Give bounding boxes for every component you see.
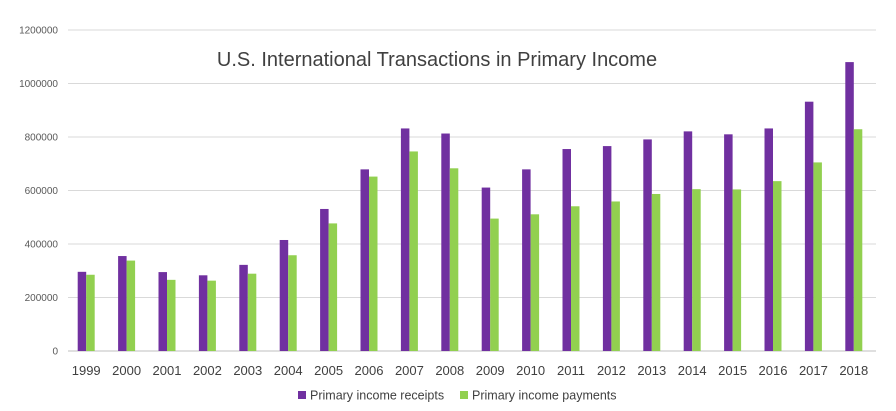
bar-payments-2018 xyxy=(853,129,863,351)
bar-receipts-2012 xyxy=(602,146,612,351)
bar-payments-2014 xyxy=(692,189,701,351)
bar-payments-2002 xyxy=(207,280,216,351)
bar-payments-2001 xyxy=(167,279,176,351)
bar-payments-2000 xyxy=(126,260,136,351)
legend-swatch xyxy=(298,391,306,399)
x-tick-label: 2009 xyxy=(476,363,505,378)
x-tick-label: 2012 xyxy=(597,363,626,378)
bar-receipts-2015 xyxy=(724,134,733,351)
x-tick-label: 2013 xyxy=(637,363,666,378)
x-tick-label: 2011 xyxy=(557,363,585,378)
bar-payments-2016 xyxy=(773,181,782,351)
bar-payments-2017 xyxy=(813,162,822,351)
bar-payments-2005 xyxy=(328,223,338,351)
x-tick-label: 2004 xyxy=(274,363,303,378)
bar-receipts-2016 xyxy=(764,128,773,351)
bar-receipts-2018 xyxy=(845,62,854,351)
bar-payments-2013 xyxy=(651,193,661,351)
legend-item-receipts: Primary income receipts xyxy=(298,389,444,403)
x-tick-label: 2000 xyxy=(112,363,141,378)
x-tick-label: 2017 xyxy=(799,363,828,378)
bar-receipts-2002 xyxy=(198,275,208,351)
bar-payments-2012 xyxy=(611,201,620,351)
bar-receipts-2006 xyxy=(360,169,369,351)
bar-receipts-2005 xyxy=(320,208,329,351)
x-axis-ticks: 1999 2000 2001 2002 2003 2004 2005 2006 2007 2008… xyxy=(72,363,869,378)
bars xyxy=(77,62,863,351)
x-tick-label: 2008 xyxy=(435,363,464,378)
bar-receipts-2011 xyxy=(562,149,571,351)
bar-payments-1999 xyxy=(86,274,95,351)
x-tick-label: 2015 xyxy=(718,363,747,378)
legend-swatch xyxy=(460,391,468,399)
x-tick-label: 2007 xyxy=(395,363,424,378)
x-tick-label: 2016 xyxy=(759,363,788,378)
x-tick-label: 2010 xyxy=(516,363,545,378)
bar-receipts-2013 xyxy=(643,139,652,351)
bar-receipts-2004 xyxy=(279,239,289,351)
x-tick-label: 2014 xyxy=(678,363,707,378)
y-tick-label: 1000000 xyxy=(19,79,58,90)
legend-item-payments: Primary income payments xyxy=(460,389,617,403)
x-tick-label: 2006 xyxy=(355,363,384,378)
bar-receipts-2009 xyxy=(481,187,491,351)
bar-payments-2004 xyxy=(288,255,297,351)
bar-receipts-2003 xyxy=(239,264,248,351)
bar-payments-2007 xyxy=(409,151,418,351)
bar-receipts-2010 xyxy=(522,169,531,351)
chart-title: U.S. International Transactions in Prima… xyxy=(217,49,657,71)
bar-receipts-1999 xyxy=(77,271,87,351)
bar-receipts-2001 xyxy=(158,272,167,351)
legend: Primary income receipts Primary income pa… xyxy=(298,389,617,403)
y-tick-label: 800000 xyxy=(25,133,59,144)
bar-payments-2011 xyxy=(571,206,580,351)
x-tick-label: 2003 xyxy=(233,363,262,378)
x-tick-label: 2018 xyxy=(839,363,868,378)
x-tick-label: 2005 xyxy=(314,363,343,378)
bar-payments-2015 xyxy=(732,189,742,351)
bar-payments-2009 xyxy=(490,218,499,351)
y-tick-label: 200000 xyxy=(25,293,59,304)
y-tick-label: 1200000 xyxy=(19,26,58,37)
y-tick-label: 400000 xyxy=(25,240,59,251)
bar-payments-2006 xyxy=(369,176,378,351)
bar-receipts-2000 xyxy=(118,256,127,351)
x-tick-label: 2001 xyxy=(153,363,182,378)
bar-receipts-2008 xyxy=(441,133,450,351)
y-axis-ticks: 0 200000 400000 600000 800000 1000000 1200000 xyxy=(19,26,58,358)
legend-label: Primary income payments xyxy=(472,389,617,403)
bar-payments-2003 xyxy=(247,273,257,351)
bar-receipts-2014 xyxy=(683,131,693,351)
bar-payments-2010 xyxy=(530,214,540,351)
bar-payments-2008 xyxy=(449,168,459,351)
y-tick-label: 0 xyxy=(52,347,58,358)
legend-label: Primary income receipts xyxy=(310,389,444,403)
x-tick-label: 1999 xyxy=(72,363,101,378)
x-tick-label: 2002 xyxy=(193,363,222,378)
y-tick-label: 600000 xyxy=(25,186,59,197)
bar-receipts-2017 xyxy=(804,101,814,351)
gridlines xyxy=(68,29,876,352)
bar-receipts-2007 xyxy=(400,128,410,351)
